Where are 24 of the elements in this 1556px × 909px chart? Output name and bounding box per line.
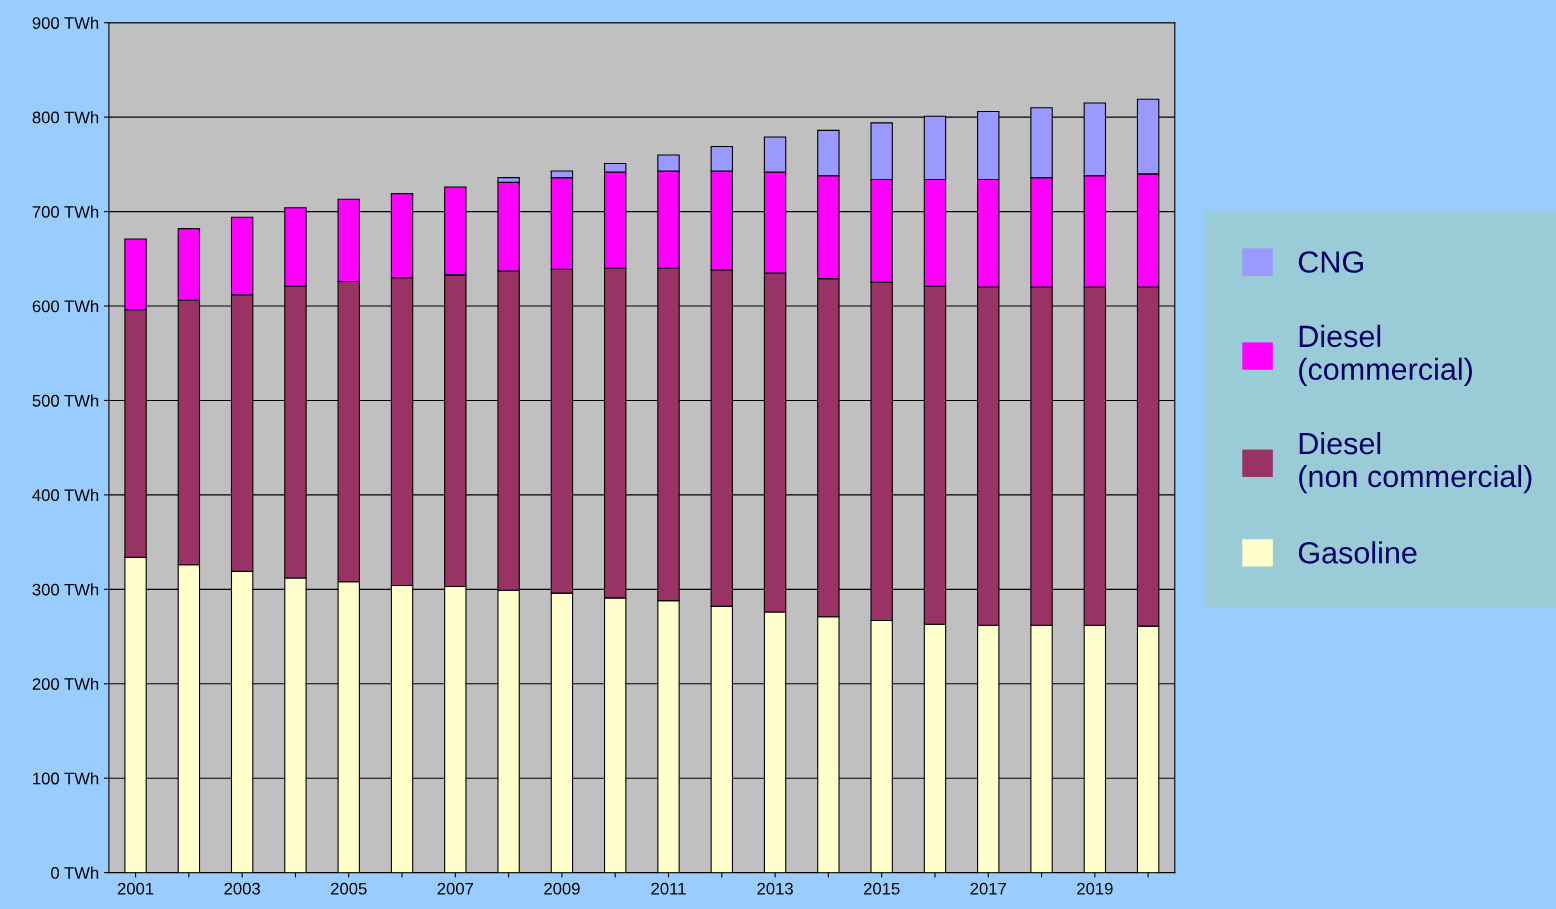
x-tick-label: 2015 xyxy=(863,882,900,895)
y-tick-label: 300 TWh xyxy=(32,583,99,596)
x-tick-label: 2003 xyxy=(224,882,260,895)
x-tick-label: 2017 xyxy=(970,882,1006,895)
y-tick-label: 500 TWh xyxy=(32,394,99,407)
y-tick-label: 800 TWh xyxy=(32,111,99,124)
x-tick-label: 2011 xyxy=(651,882,686,895)
y-tick-label: 0 TWh xyxy=(51,866,99,879)
y-tick-label: 400 TWh xyxy=(32,488,99,502)
legend-label: Gasoline xyxy=(1298,541,1417,564)
x-tick-label: 2009 xyxy=(544,882,580,895)
legend-label: Diesel (commercial) xyxy=(1299,324,1472,387)
legend-label: CNG xyxy=(1298,251,1363,273)
y-tick-label: 600 TWh xyxy=(32,299,99,313)
x-tick-label: 2001 xyxy=(117,882,154,895)
y-tick-label: 700 TWh xyxy=(32,205,99,218)
x-tick-label: 2013 xyxy=(757,882,793,895)
legend-label: Diesel (non commercial) xyxy=(1299,431,1532,494)
y-tick-label: 200 TWh xyxy=(32,677,99,690)
x-tick-label: 2019 xyxy=(1077,882,1113,895)
x-tick-label: 2007 xyxy=(437,882,474,895)
y-tick-label: 100 TWh xyxy=(33,772,99,785)
y-tick-label: 900 TWh xyxy=(32,16,99,29)
x-tick-label: 2005 xyxy=(331,882,367,895)
